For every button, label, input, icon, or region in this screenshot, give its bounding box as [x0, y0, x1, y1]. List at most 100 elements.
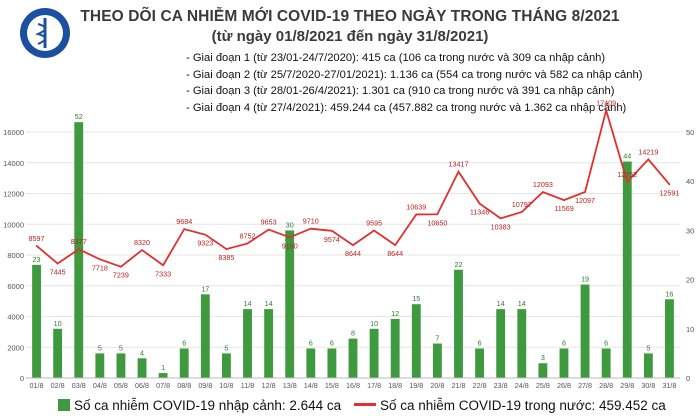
line-point — [267, 228, 270, 231]
bar-value-label: 44 — [623, 152, 631, 161]
line-point — [563, 199, 565, 201]
bar — [496, 309, 506, 378]
line-point — [584, 191, 586, 193]
legend-line-label: Số ca nhiễm COVID-19 trong nước: 459.452… — [380, 398, 666, 413]
x-tick-label: 09/8 — [198, 381, 212, 390]
line-point — [331, 229, 333, 232]
y-left-tick-label: 4000 — [7, 313, 24, 322]
bar — [538, 363, 548, 378]
x-tick-label: 21/8 — [451, 381, 465, 390]
line-value-label: 10383 — [491, 222, 511, 231]
line-value-label: 13417 — [448, 160, 468, 169]
chart-subtitle: (từ ngày 01/8/2021 đến ngày 31/8/2021) — [211, 28, 489, 45]
line-series — [35, 106, 671, 268]
stage-line: - Giai đoạn 3 (từ 28/01-26/4/2021): 1.30… — [186, 85, 615, 98]
bar — [53, 328, 63, 378]
bar — [264, 309, 274, 378]
line-point — [668, 183, 671, 186]
y-left-tick-label: 0 — [20, 374, 24, 383]
bar-value-label: 14 — [518, 299, 526, 308]
x-tick-label: 24/8 — [515, 381, 529, 390]
y-left-tick-label: 8000 — [7, 251, 24, 260]
line-point — [204, 233, 207, 236]
bar — [200, 294, 210, 378]
bar-value-label: 6 — [182, 338, 186, 347]
x-tick-label: 25/8 — [536, 381, 550, 390]
line-value-label: 10650 — [427, 218, 447, 227]
x-tick-label: 01/8 — [30, 381, 44, 390]
x-tick-label: 14/8 — [304, 381, 318, 390]
bar — [643, 353, 653, 378]
line-value-label: 9574 — [324, 235, 340, 244]
line-value-label: 9684 — [176, 217, 192, 226]
bar-value-label: 19 — [581, 275, 589, 284]
line-value-label: 8377 — [71, 237, 87, 246]
line-point — [647, 158, 650, 161]
x-tick-label: 05/8 — [114, 381, 128, 390]
stage-line: - Giai đoạn 1 (từ 23/01-24/7/2020): 415 … — [186, 52, 606, 64]
bar-value-label: 6 — [604, 338, 608, 347]
y-right-tick-label: 50 — [686, 128, 694, 137]
y-right-tick-label: 30 — [686, 226, 694, 235]
line-value-label: 9595 — [366, 218, 382, 227]
line-value-label: 7333 — [155, 269, 171, 278]
y-left-tick-label: 14000 — [3, 159, 24, 168]
y-left-tick-label: 6000 — [7, 282, 24, 291]
bar — [137, 358, 147, 378]
bar — [454, 269, 463, 378]
line-value-label: 8597 — [29, 234, 45, 243]
bar — [158, 373, 168, 378]
x-tick-label: 19/8 — [409, 381, 423, 390]
bar — [179, 348, 189, 378]
bar — [622, 161, 632, 378]
bar-value-label: 16 — [665, 289, 673, 298]
line-point — [35, 245, 38, 247]
bar-value-label: 10 — [54, 319, 62, 328]
x-tick-label: 06/8 — [135, 381, 149, 390]
line-point — [626, 181, 629, 183]
line-value-label: 8385 — [218, 253, 234, 262]
bar-value-label: 14 — [244, 299, 252, 308]
line-point — [457, 170, 460, 173]
line-point — [120, 265, 122, 268]
bar-value-label: 12 — [391, 309, 399, 318]
bar — [369, 328, 379, 378]
bar-value-label: 5 — [98, 343, 102, 352]
x-tick-label: 17/8 — [367, 381, 381, 390]
bar-value-label: 3 — [541, 353, 545, 362]
legend-bar: Số ca nhiễm COVID-19 nhập cảnh: 2.644 ca — [58, 398, 341, 413]
bar-value-label: 15 — [412, 294, 420, 303]
bar — [285, 230, 295, 378]
line-point — [520, 211, 523, 213]
bar — [517, 309, 527, 378]
bar-value-label: 52 — [75, 112, 83, 121]
bar-value-label: 6 — [478, 338, 482, 347]
bar — [116, 353, 126, 378]
bar-value-label: 5 — [119, 343, 123, 352]
x-tick-label: 15/8 — [325, 381, 339, 390]
chart-title: THEO DÕI CA NHIỄM MỚI COVID-19 THEO NGÀY… — [80, 8, 620, 25]
bar-value-label: 4 — [140, 348, 144, 357]
line-value-label: 9150 — [282, 241, 298, 250]
line-point — [99, 258, 101, 261]
x-tick-label: 13/8 — [283, 381, 297, 390]
x-tick-label: 03/8 — [72, 381, 86, 390]
bar-value-label: 23 — [33, 255, 41, 264]
line-value-label: 11346 — [470, 208, 489, 217]
line-value-label: 9710 — [303, 217, 319, 226]
x-tick-label: 31/8 — [662, 381, 676, 390]
x-tick-label: 16/8 — [346, 381, 360, 390]
legend-bar-label: Số ca nhiễm COVID-19 nhập cảnh: 2.644 ca — [74, 398, 342, 413]
bar-value-label: 1 — [161, 363, 165, 372]
bar-value-label: 30 — [286, 220, 294, 229]
y-left-tick-label: 2000 — [7, 343, 24, 352]
x-tick-label: 07/8 — [156, 381, 170, 390]
stage-summary: - Giai đoạn 1 (từ 23/01-24/7/2020): 415 … — [186, 50, 642, 116]
line-point — [352, 244, 354, 246]
bar — [327, 348, 337, 378]
x-tick-label: 22/8 — [473, 381, 487, 390]
line-point — [310, 227, 312, 230]
x-tick-label: 18/8 — [388, 381, 402, 390]
bar — [665, 299, 674, 378]
